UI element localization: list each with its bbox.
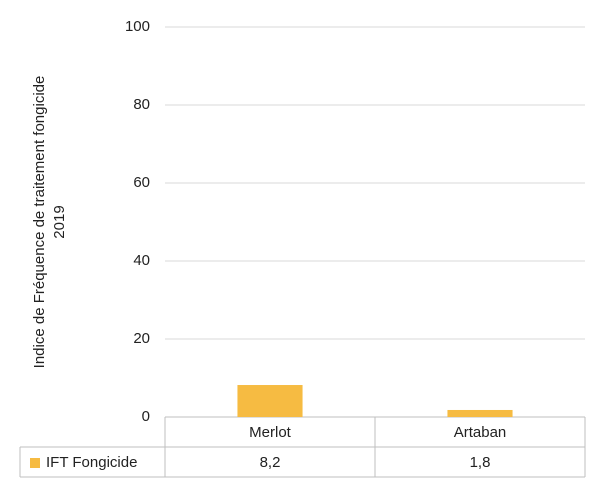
y-axis-label-line: Indice de Fréquence de traitement fongic… bbox=[31, 76, 48, 369]
x-tick-label: Artaban bbox=[454, 424, 507, 441]
y-tick-label: 60 bbox=[133, 174, 150, 191]
y-axis-label: Indice de Fréquence de traitement fongic… bbox=[31, 76, 68, 369]
y-tick-label: 40 bbox=[133, 252, 150, 269]
x-tick-label: Merlot bbox=[249, 424, 292, 441]
bar bbox=[447, 409, 513, 417]
legend-swatch bbox=[30, 458, 40, 468]
y-tick-label: 100 bbox=[125, 18, 150, 35]
table-value: 1,8 bbox=[470, 454, 491, 471]
legend-label: IFT Fongicide bbox=[46, 454, 137, 471]
y-tick-label: 80 bbox=[133, 96, 150, 113]
y-tick-label: 0 bbox=[142, 408, 150, 425]
y-tick-label: 20 bbox=[133, 330, 150, 347]
table-value: 8,2 bbox=[260, 454, 281, 471]
y-axis-label-line: 2019 bbox=[51, 205, 68, 238]
bar bbox=[237, 385, 303, 417]
